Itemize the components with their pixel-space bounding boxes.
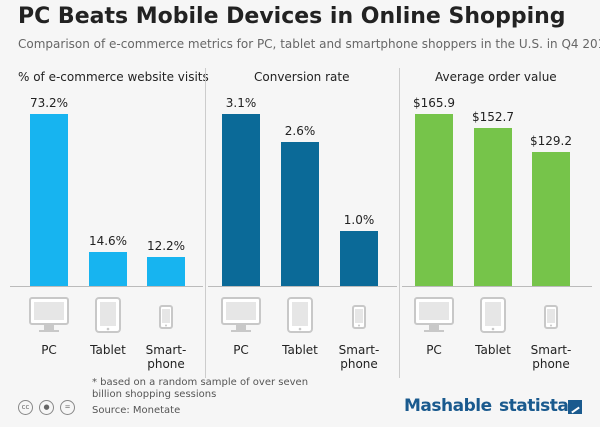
tablet-icon [287,297,313,333]
panel-divider-2 [399,68,400,378]
mashable-logo: Mashable [404,396,492,416]
baseline-0 [10,286,203,287]
chart-subtitle: Comparison of e-commerce metrics for PC,… [18,37,600,51]
source-note: Source: Monetate [92,405,181,416]
category-label-1-0: PC [233,343,249,357]
tablet-icon [95,297,121,333]
monitor-icon [414,297,454,332]
panel-title-visits: % of e-commerce website visits [18,70,209,84]
value-label-0-1: 14.6% [88,233,128,248]
tablet-icon [480,297,506,333]
value-label-2-2: $129.2 [530,134,572,149]
baseline-2 [402,286,592,287]
category-label-0-0: PC [41,343,57,357]
statista-logo: statista [499,396,569,416]
chart-title: PC Beats Mobile Devices in Online Shoppi… [18,4,566,29]
panel-title-conversion: Conversion rate [254,70,350,84]
monitor-icon [29,297,69,332]
bar-1-1 [281,141,319,286]
smartphone-icon [159,305,173,329]
bar-2-1 [474,127,512,286]
bar-2-2 [532,152,570,286]
footnote: * based on a random sample of over seven… [92,377,309,400]
category-label-2-1: Tablet [475,343,511,357]
panel-title-order-value: Average order value [435,70,557,84]
panel-divider-1 [205,68,206,378]
value-label-2-1: $152.7 [472,109,514,124]
value-label-0-2: 12.2% [146,239,186,254]
baseline-1 [208,286,397,287]
category-label-1-1: Tablet [282,343,318,357]
by-icon: ● [39,400,54,415]
nd-icon: = [60,400,75,415]
value-label-0-0: 73.2% [29,96,69,110]
value-label-2-0: $165.9 [413,96,455,110]
bar-1-0 [222,114,260,286]
bar-1-2 [340,230,378,286]
category-label-0-2: Smart-phone [145,343,187,371]
statista-mark-icon [568,400,582,414]
bar-0-1 [89,251,127,286]
value-label-1-0: 3.1% [225,96,257,110]
smartphone-icon [352,305,366,329]
smartphone-icon [544,305,558,329]
category-label-2-0: PC [426,343,442,357]
monitor-icon [221,297,261,332]
value-label-1-1: 2.6% [284,123,316,138]
bar-2-0 [415,114,453,286]
category-label-2-2: Smart-phone [530,343,572,371]
cc-icon: cc [18,400,33,415]
bar-0-0 [30,114,68,286]
category-label-1-2: Smart-phone [338,343,380,371]
value-label-1-2: 1.0% [343,212,375,227]
bar-0-2 [147,257,185,286]
category-label-0-1: Tablet [90,343,126,357]
